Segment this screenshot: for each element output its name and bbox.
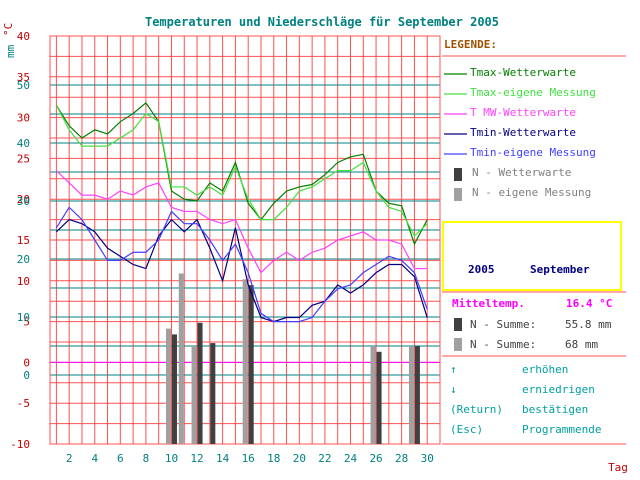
sum-ww-swatch <box>454 318 462 331</box>
chart-title: Temperaturen und Niederschläge für Septe… <box>145 15 499 29</box>
temperature-tick-label: 25 <box>17 152 30 165</box>
precip-bar-own <box>165 328 171 444</box>
precip-bar-ww <box>210 343 216 444</box>
period-year: 2005 <box>468 263 495 276</box>
key-down: ↓ <box>450 383 457 396</box>
temperature-tick-label: 35 <box>17 71 30 84</box>
key-return: (Return) <box>450 403 503 416</box>
series-line-1 <box>55 102 428 246</box>
temperature-tick-label: 15 <box>17 234 30 247</box>
legend-label: N - eigene Messung <box>472 186 592 199</box>
precip-bar-ww <box>197 322 203 444</box>
precip-bar-ww <box>248 285 254 444</box>
day-tick-label: 28 <box>395 452 408 465</box>
precip-bar-ww <box>376 351 382 444</box>
day-tick-label: 16 <box>242 452 255 465</box>
temperature-tick-label: 30 <box>17 112 30 125</box>
unit-celsius-label: °C <box>2 23 15 36</box>
day-tick-label: 10 <box>165 452 178 465</box>
day-tick-label: 18 <box>267 452 280 465</box>
legend <box>442 55 626 445</box>
action-quit[interactable]: Programmende <box>522 423 602 436</box>
day-tick-label: 2 <box>66 452 73 465</box>
precip-bar-ww <box>414 346 420 444</box>
legend-label: Tmin-Wetterwarte <box>470 126 576 139</box>
precip-bar-ww <box>171 334 177 444</box>
day-tick-label: 26 <box>369 452 382 465</box>
day-tick-label: 14 <box>216 452 230 465</box>
precip-bar-own <box>370 346 376 444</box>
action-decrease[interactable]: erniedrigen <box>522 383 595 396</box>
precip-sum-ww-label: N - Summe: <box>470 318 537 331</box>
legend-label: Tmax-eigene Messung <box>470 86 596 99</box>
series-line-3 <box>55 170 428 274</box>
legend-label: Tmin-eigene Messung <box>470 146 596 159</box>
series-line-2 <box>55 105 428 237</box>
x-unit-label: Tag <box>608 461 628 474</box>
precipitation-bars <box>165 273 420 444</box>
precip-sum-own-label: N - Summe: <box>470 338 537 351</box>
day-tick-label: 12 <box>190 452 203 465</box>
day-tick-label: 30 <box>421 452 434 465</box>
day-tick-label: 22 <box>318 452 331 465</box>
day-tick-label: 8 <box>143 452 150 465</box>
temperature-lines <box>55 102 428 323</box>
temperature-tick-label: 40 <box>17 30 30 43</box>
day-tick-label: 20 <box>293 452 306 465</box>
precipitation-tick-label: 0 <box>23 369 30 382</box>
legend-heading: LEGENDE: <box>444 38 497 51</box>
temperature-tick-label: -10 <box>10 438 30 451</box>
precip-bar-own <box>178 273 184 444</box>
precipitation-tick-label: 40 <box>17 137 30 150</box>
series-line-5 <box>55 206 428 323</box>
unit-mm-label: mm <box>4 44 17 58</box>
day-tick-label: 6 <box>117 452 124 465</box>
precipitation-tick-label: 50 <box>17 79 30 92</box>
temperature-tick-label: -5 <box>17 397 30 410</box>
precip-bar-own <box>191 346 197 444</box>
precip-bar-own <box>408 346 414 444</box>
legend-label: T MW-Wetterwarte <box>470 106 576 119</box>
series-line-4 <box>55 218 428 323</box>
precipitation-tick-label: 10 <box>17 311 30 324</box>
legend-label: Tmax-Wetterwarte <box>470 66 576 79</box>
key-esc: (Esc) <box>450 423 484 436</box>
day-tick-label: 24 <box>344 452 358 465</box>
precipitation-tick-label: 30 <box>17 195 30 208</box>
precip-bar-own <box>242 279 248 444</box>
legend-bar-swatch <box>454 168 462 181</box>
temperature-tick-label: 20 <box>17 193 30 206</box>
precip-sum-ww-value: 55.8 mm <box>565 318 612 331</box>
precip-sum-own-value: 68 mm <box>565 338 599 351</box>
period-box <box>442 221 622 291</box>
period-month: September <box>530 263 590 276</box>
temperature-tick-label: 5 <box>23 316 30 329</box>
action-confirm[interactable]: bestätigen <box>522 403 589 416</box>
sum-own-swatch <box>454 338 462 351</box>
precipitation-tick-label: 20 <box>17 253 30 266</box>
temperature-tick-label: 0 <box>23 356 30 369</box>
mean-temp-value: 16.4 °C <box>566 297 613 310</box>
legend-bar-swatch <box>454 188 462 201</box>
day-tick-label: 4 <box>91 452 98 465</box>
action-increase[interactable]: erhöhen <box>522 363 569 376</box>
key-up: ↑ <box>450 363 457 376</box>
temperature-tick-label: 10 <box>17 275 30 288</box>
mean-temp-label: Mitteltemp. <box>452 297 525 310</box>
legend-label: N - Wetterwarte <box>472 166 572 179</box>
